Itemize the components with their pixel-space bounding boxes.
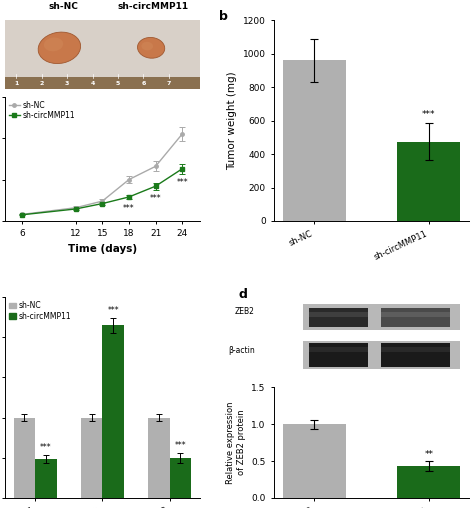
Y-axis label: Tumor weight (mg): Tumor weight (mg) — [227, 71, 237, 170]
Text: **: ** — [424, 450, 433, 459]
Text: 3: 3 — [65, 81, 69, 85]
Bar — [382, 347, 450, 353]
Text: ***: *** — [107, 306, 119, 315]
Ellipse shape — [44, 38, 63, 51]
Text: sh-circMMP11: sh-circMMP11 — [118, 2, 189, 11]
Bar — [397, 466, 460, 498]
Bar — [309, 308, 368, 328]
Ellipse shape — [137, 38, 165, 58]
Text: 2: 2 — [40, 81, 44, 85]
X-axis label: Time (days): Time (days) — [68, 244, 137, 254]
Bar — [397, 142, 460, 221]
Bar — [382, 343, 450, 367]
Bar — [309, 343, 368, 367]
Ellipse shape — [38, 32, 81, 64]
Bar — [303, 340, 459, 369]
Text: ***: *** — [40, 443, 52, 452]
Text: ***: *** — [422, 110, 436, 119]
Legend: sh-NC, sh-circMMP11: sh-NC, sh-circMMP11 — [9, 101, 75, 120]
Bar — [102, 325, 124, 498]
Bar — [81, 418, 102, 498]
Legend: sh-NC, sh-circMMP11: sh-NC, sh-circMMP11 — [9, 301, 71, 321]
Text: d: d — [239, 288, 248, 301]
Text: 5: 5 — [116, 81, 120, 85]
Text: b: b — [219, 10, 228, 23]
Bar — [309, 347, 368, 353]
Bar — [35, 459, 56, 498]
Text: ***: *** — [176, 178, 188, 187]
Bar — [303, 304, 459, 330]
Y-axis label: Relative expression
of ZEB2 protein: Relative expression of ZEB2 protein — [227, 401, 246, 484]
Bar — [283, 60, 346, 221]
Bar — [5, 77, 200, 89]
Bar — [148, 418, 170, 498]
Bar — [170, 458, 191, 498]
Text: ***: *** — [123, 204, 135, 213]
Text: 7: 7 — [166, 81, 171, 85]
Bar — [14, 418, 35, 498]
Text: 1: 1 — [14, 81, 18, 85]
Bar — [382, 308, 450, 328]
Bar — [5, 20, 200, 77]
Text: 4: 4 — [91, 81, 95, 85]
Text: 6: 6 — [141, 81, 146, 85]
Text: ZEB2: ZEB2 — [235, 307, 255, 316]
Text: sh-NC: sh-NC — [48, 2, 78, 11]
Bar — [309, 312, 368, 317]
Text: β-actin: β-actin — [228, 346, 255, 355]
Text: ***: *** — [174, 440, 186, 450]
Bar — [283, 424, 346, 498]
Bar — [382, 312, 450, 317]
Ellipse shape — [141, 42, 153, 50]
Text: ***: *** — [150, 194, 161, 203]
